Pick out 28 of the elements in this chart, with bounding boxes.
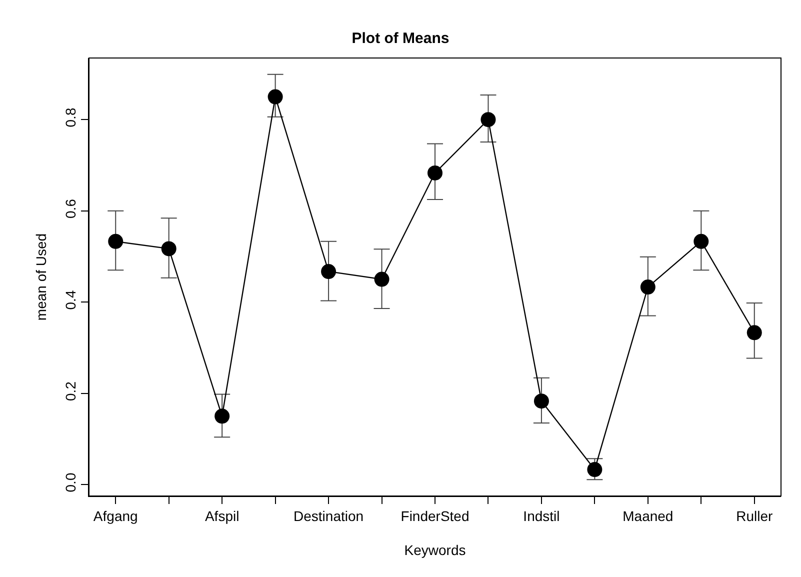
point [694, 234, 709, 249]
x-axis-title: Keywords [404, 542, 466, 558]
x-tick-label: Maaned [622, 508, 674, 524]
point [428, 165, 442, 180]
point [374, 272, 390, 287]
x-tick-label: Afgang [93, 508, 138, 524]
chart-title: Plot of Means [352, 30, 450, 47]
y-tick-label: 0.2 [62, 381, 78, 401]
y-axis-title: mean of Used [33, 233, 49, 321]
x-tick-label: Ruller [736, 508, 773, 524]
x-tick-label: Indstil [523, 508, 560, 524]
y-tick-label: 0.6 [62, 198, 78, 218]
point [161, 241, 176, 256]
point [321, 264, 336, 280]
point [640, 280, 656, 295]
x-tick-label: Destination [294, 508, 364, 524]
point [268, 89, 283, 104]
x-tick-label: FinderSted [400, 508, 470, 524]
y-tick-label: 0.0 [62, 472, 78, 492]
point [534, 394, 549, 409]
y-tick-label: 0.4 [62, 290, 78, 310]
point [746, 325, 762, 340]
point [108, 234, 124, 249]
point [587, 462, 602, 478]
point [480, 112, 496, 128]
y-tick-label: 0.8 [62, 108, 78, 128]
point [214, 408, 230, 424]
x-tick-label: Afspil [204, 508, 240, 524]
